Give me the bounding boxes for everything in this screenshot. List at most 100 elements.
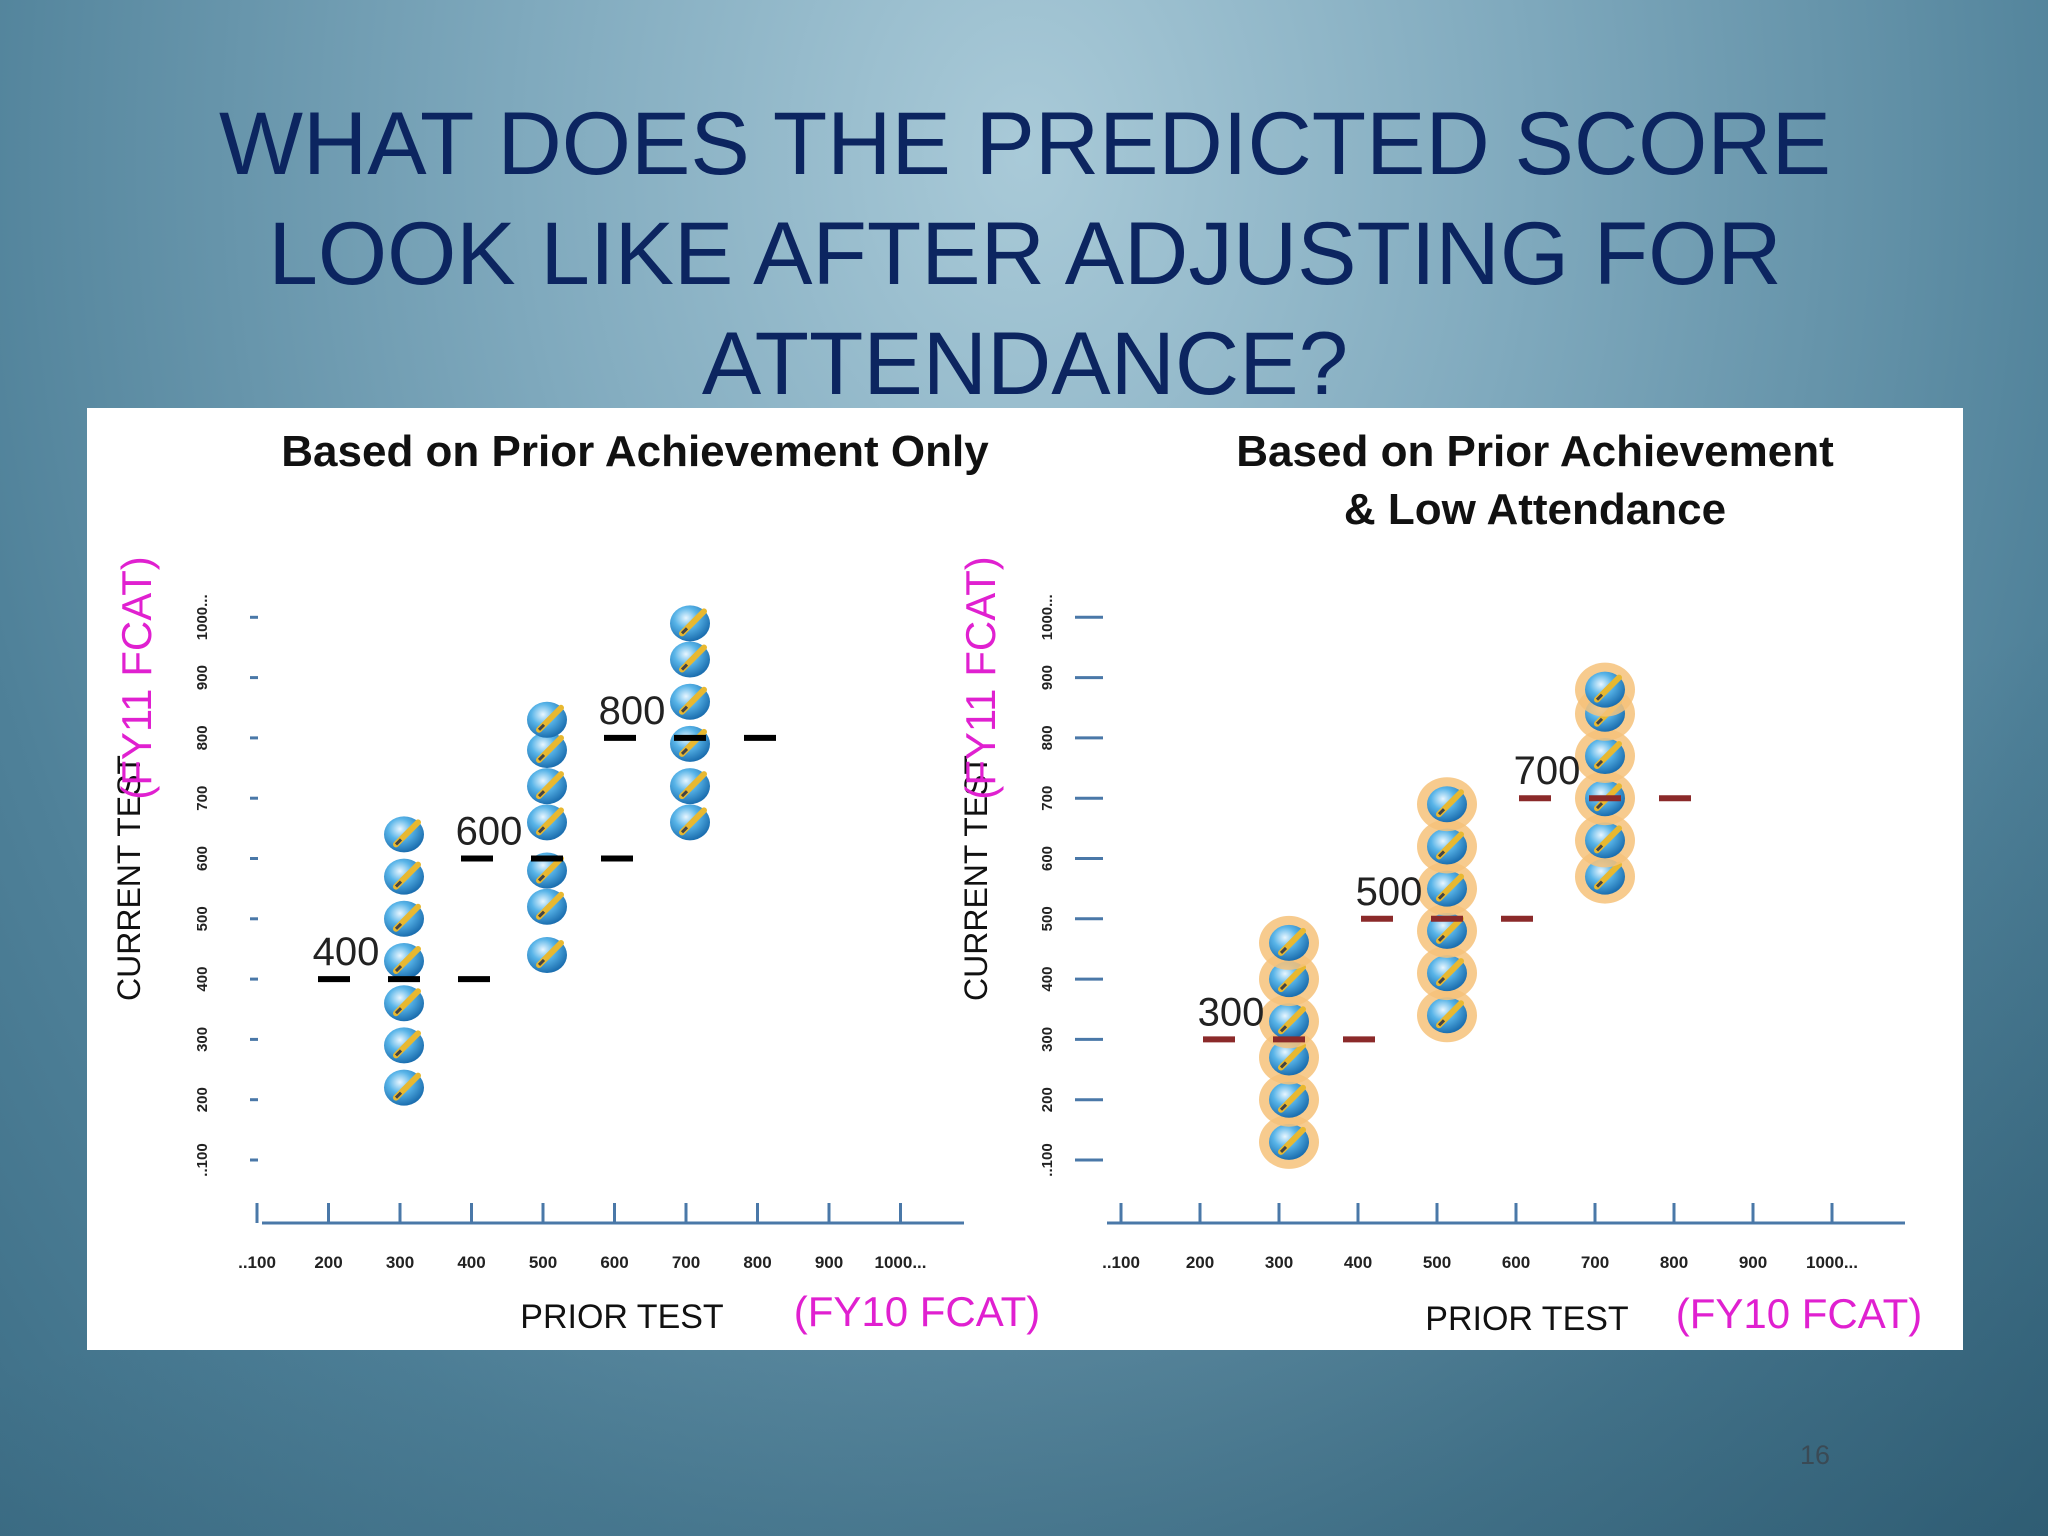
x-tick-label: 400 <box>457 1253 485 1272</box>
marker-pencil-tip <box>394 1091 403 1099</box>
x-tick-label: 1000... <box>875 1253 927 1272</box>
marker-pencil-tip <box>1437 808 1446 816</box>
x-tick-label: ..100 <box>238 1253 276 1272</box>
chart-prior-and-attendance: Based on Prior Achievement & Low Attendan… <box>957 427 1922 1338</box>
student-pencil-icon <box>527 731 567 768</box>
marker-pencil-tip <box>394 1007 403 1015</box>
student-pencil-icon <box>527 804 567 841</box>
y-tick-label: 1000... <box>194 594 211 640</box>
predicted-score-label: 500 <box>1356 870 1423 914</box>
y-tick-label: 900 <box>194 665 211 690</box>
student-pencil-icon <box>384 943 424 980</box>
student-pencil-icon <box>670 725 710 762</box>
slide-title-line-3: ATTENDANCE? <box>701 313 1349 413</box>
student-pencil-icon <box>1417 861 1477 916</box>
x-tick-label: 700 <box>1581 1253 1609 1272</box>
x-tick-label: 900 <box>815 1253 843 1272</box>
x-tick-label: 200 <box>1186 1253 1214 1272</box>
slide-title-line-2: LOOK LIKE AFTER ADJUSTING FOR <box>268 203 1782 303</box>
student-pencil-icon <box>384 858 424 895</box>
student-pencil-icon <box>527 852 567 889</box>
x-tick-label: 900 <box>1739 1253 1767 1272</box>
chart-title-line-1: Based on Prior Achievement <box>1236 427 1834 476</box>
marker-pencil-tip <box>537 826 546 834</box>
marker-pencil-tip <box>1437 977 1446 985</box>
marker-pencil-tip <box>1279 983 1288 991</box>
y-tick-label: 700 <box>1039 786 1056 811</box>
marker-pencil-tip <box>1595 717 1604 725</box>
y-tick-label: 800 <box>194 725 211 750</box>
marker-pencil-tip <box>1279 1061 1288 1069</box>
x-tick-label: 700 <box>672 1253 700 1272</box>
chart-title-line-2: & Low Attendance <box>1344 485 1726 534</box>
student-pencil-icon <box>1259 1072 1319 1127</box>
marker-pencil-tip <box>1437 850 1446 858</box>
y-tick-label: 1000... <box>1039 594 1056 640</box>
student-pencil-icon <box>527 768 567 805</box>
x-axis-label-accent: (FY10 FCAT) <box>794 1288 1041 1335</box>
student-pencil-icon <box>1417 819 1477 874</box>
y-tick-label: 800 <box>1039 725 1056 750</box>
x-axis-label: PRIOR TEST <box>1425 1300 1628 1338</box>
student-pencil-icon <box>670 683 710 720</box>
y-tick-label: 300 <box>1039 1027 1056 1052</box>
x-tick-label: 300 <box>386 1253 414 1272</box>
y-axis-label: CURRENT TEST <box>111 755 147 1001</box>
marker-pencil-tip <box>394 922 403 930</box>
student-pencil-icon <box>1575 728 1635 783</box>
marker-pencil-tip <box>1279 1145 1288 1153</box>
student-pencil-icon <box>384 985 424 1022</box>
marker-pencil-tip <box>1279 1025 1288 1033</box>
y-axis-label-accent: (FY11 FCAT) <box>957 556 1004 799</box>
marker-pencil-tip <box>680 627 689 635</box>
x-tick-label: 800 <box>1660 1253 1688 1272</box>
marker-pencil-tip <box>394 964 403 973</box>
marker-pencil-tip <box>537 910 546 918</box>
x-tick-label: ..100 <box>1102 1253 1140 1272</box>
student-pencil-icon <box>384 900 424 937</box>
marker-pencil-tip <box>1437 892 1446 900</box>
student-pencil-icon <box>1259 1114 1319 1169</box>
y-tick-label: 200 <box>1039 1087 1056 1112</box>
marker-pencil-tip <box>1595 759 1604 768</box>
predicted-score-label: 300 <box>1198 990 1265 1034</box>
marker-pencil-tip <box>680 747 689 755</box>
x-axis-label: PRIOR TEST <box>520 1298 723 1336</box>
marker-pencil-tip <box>537 790 546 798</box>
x-tick-label: 200 <box>314 1253 342 1272</box>
x-tick-label: 1000... <box>1806 1253 1858 1272</box>
student-pencil-icon <box>527 888 567 925</box>
predicted-score-label: 700 <box>1514 749 1581 793</box>
y-tick-label: ..100 <box>194 1143 211 1176</box>
marker-pencil-tip <box>394 1049 403 1057</box>
student-pencil-icon <box>1417 777 1477 832</box>
student-pencil-icon <box>384 1069 424 1106</box>
slide-title: WHAT DOES THE PREDICTED SCORE LOOK LIKE … <box>110 88 1940 418</box>
student-pencil-icon <box>1417 946 1477 1001</box>
marker-pencil-tip <box>1437 1019 1446 1027</box>
x-tick-label: 500 <box>1423 1253 1451 1272</box>
marker-pencil-tip <box>1437 934 1446 942</box>
predicted-score-label: 600 <box>456 810 523 854</box>
chart-panel: Based on Prior Achievement Only ..100 200 3… <box>87 408 1963 1350</box>
marker-pencil-tip <box>394 838 403 846</box>
y-tick-label: 600 <box>194 846 211 871</box>
student-pencil-icon <box>1259 915 1319 970</box>
x-tick-label: 300 <box>1265 1253 1293 1272</box>
y-axis-label-accent: (FY11 FCAT) <box>113 556 160 799</box>
student-pencil-icon <box>1417 988 1477 1043</box>
marker-pencil-tip <box>680 663 689 671</box>
x-tick-label: 400 <box>1344 1253 1372 1272</box>
student-pencil-icon <box>670 804 710 841</box>
student-pencil-icon <box>384 816 424 853</box>
y-tick-label: 400 <box>194 967 211 992</box>
marker-pencil-tip <box>537 723 546 731</box>
y-tick-label: 900 <box>1039 665 1056 690</box>
marker-pencil-tip <box>1279 1103 1288 1111</box>
marker-pencil-tip <box>537 874 546 882</box>
page-number: 16 <box>1800 1440 1831 1470</box>
student-pencil-icon <box>670 768 710 805</box>
x-tick-label: 800 <box>743 1253 771 1272</box>
marker-pencil-tip <box>394 880 403 888</box>
y-tick-label: 500 <box>1039 906 1056 931</box>
